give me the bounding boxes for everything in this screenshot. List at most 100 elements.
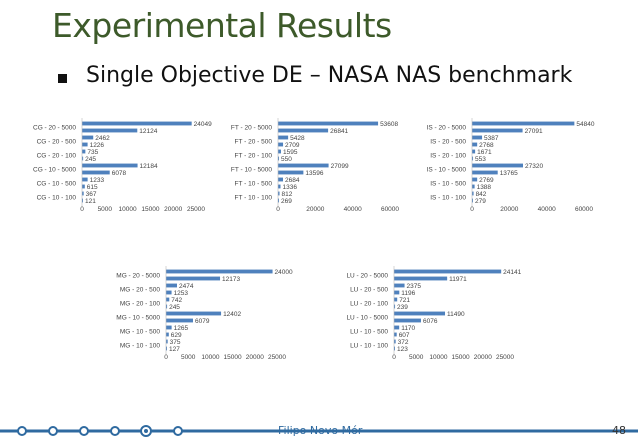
footer-author: Filipo Novo Mór — [278, 424, 363, 437]
bar-value-label: 367 — [86, 191, 97, 198]
bar — [166, 276, 221, 281]
page-number: 48 — [612, 424, 626, 437]
bar-value-label: 127 — [169, 346, 180, 353]
x-tick-label: 10000 — [201, 354, 219, 361]
bar — [82, 198, 83, 203]
bar — [166, 325, 172, 330]
x-tick-label: 20000 — [474, 354, 492, 361]
bar-value-label: 735 — [87, 149, 98, 156]
bar-value-label: 1170 — [401, 325, 415, 332]
bar — [166, 332, 169, 337]
bar — [166, 283, 177, 288]
category-label: CG - 10 - 5000 — [33, 166, 76, 173]
x-tick-label: 15000 — [452, 354, 470, 361]
category-label: CG - 10 - 100 — [37, 194, 77, 201]
bar-value-label: 121 — [85, 198, 96, 205]
bar — [166, 311, 222, 316]
bar — [82, 191, 84, 196]
bar-value-label: 721 — [399, 297, 410, 304]
bar-value-label: 1595 — [283, 149, 298, 156]
x-tick-label: 5000 — [98, 206, 113, 213]
x-tick-label: 0 — [392, 354, 396, 361]
chart-3: 0 20000 40000 60000 IS - 20 - 5000 54840 27091… — [427, 118, 595, 213]
category-label: IS - 10 - 500 — [430, 180, 466, 187]
category-label: LU - 20 - 100 — [350, 300, 388, 307]
x-tick-label: 20000 — [164, 206, 182, 213]
bar-value-label: 6078 — [112, 170, 127, 177]
bar-value-label: 842 — [476, 191, 487, 198]
category-label: LU - 10 - 5000 — [346, 314, 388, 321]
bar — [82, 128, 138, 133]
bar — [472, 170, 498, 175]
x-tick-label: 0 — [80, 206, 84, 213]
footer-dot-icon — [48, 426, 58, 436]
bar — [472, 135, 483, 140]
bar-value-label: 1233 — [90, 177, 105, 184]
bar-value-label: 27091 — [525, 128, 543, 135]
bar-value-label: 2375 — [407, 283, 422, 290]
bar-value-label: 245 — [169, 304, 180, 311]
x-tick-label: 40000 — [344, 206, 362, 213]
bar-value-label: 1336 — [282, 184, 297, 191]
bar-value-label: 2768 — [479, 142, 494, 149]
category-label: IS - 10 - 100 — [430, 194, 466, 201]
category-label: FT - 10 - 500 — [235, 180, 273, 187]
bar-value-label: 12173 — [222, 276, 240, 283]
bar — [278, 121, 379, 126]
bar-value-label: 607 — [399, 332, 410, 339]
x-tick-label: 60000 — [381, 206, 399, 213]
bar — [166, 346, 167, 351]
bar-value-label: 5387 — [484, 135, 499, 142]
square-bullet-icon — [58, 74, 67, 83]
bar — [278, 170, 304, 175]
bar — [166, 290, 172, 295]
category-label: IS - 20 - 100 — [430, 152, 466, 159]
category-label: CG - 10 - 500 — [37, 180, 77, 187]
bar-value-label: 24141 — [503, 269, 521, 276]
x-tick-label: 40000 — [538, 206, 556, 213]
bar-value-label: 11490 — [447, 311, 465, 318]
category-label: LU - 20 - 500 — [350, 286, 388, 293]
bar — [278, 128, 329, 133]
category-label: FT - 20 - 5000 — [231, 124, 272, 131]
footer-timeline — [0, 425, 638, 437]
bar — [394, 269, 502, 274]
bar — [394, 346, 395, 351]
bar — [394, 304, 396, 309]
bar-value-label: 26841 — [330, 128, 348, 135]
bar-value-label: 2684 — [285, 177, 300, 184]
x-tick-label: 0 — [470, 206, 474, 213]
footer-dot-icon — [173, 426, 183, 436]
bar — [278, 149, 281, 154]
x-tick-label: 20000 — [306, 206, 324, 213]
bar-value-label: 1253 — [174, 290, 189, 297]
category-label: CG - 20 - 5000 — [33, 124, 76, 131]
bar-value-label: 550 — [281, 156, 292, 163]
x-tick-label: 10000 — [119, 206, 137, 213]
category-label: MG - 20 - 5000 — [116, 272, 160, 279]
bar — [82, 149, 86, 154]
chart-4: 0 5000 10000 15000 20000 25000 MG - 20 - 5000 2… — [116, 266, 293, 361]
x-tick-label: 0 — [164, 354, 168, 361]
x-tick-label: 15000 — [141, 206, 159, 213]
bar — [394, 325, 400, 330]
x-tick-label: 60000 — [575, 206, 593, 213]
category-label: LU - 10 - 500 — [350, 328, 388, 335]
bar-value-label: 24049 — [194, 121, 212, 128]
bar-value-label: 27099 — [331, 163, 349, 170]
bar-value-label: 1265 — [174, 325, 189, 332]
bar — [278, 156, 280, 161]
bar-value-label: 239 — [397, 304, 408, 311]
bar — [394, 297, 398, 302]
footer-current-dot-center — [144, 429, 148, 433]
bar — [472, 163, 523, 168]
bar — [82, 170, 110, 175]
bar — [472, 142, 478, 147]
bar — [82, 156, 84, 161]
bar — [472, 128, 523, 133]
bar — [166, 339, 168, 344]
x-tick-label: 25000 — [496, 354, 514, 361]
category-label: LU - 10 - 100 — [350, 342, 388, 349]
